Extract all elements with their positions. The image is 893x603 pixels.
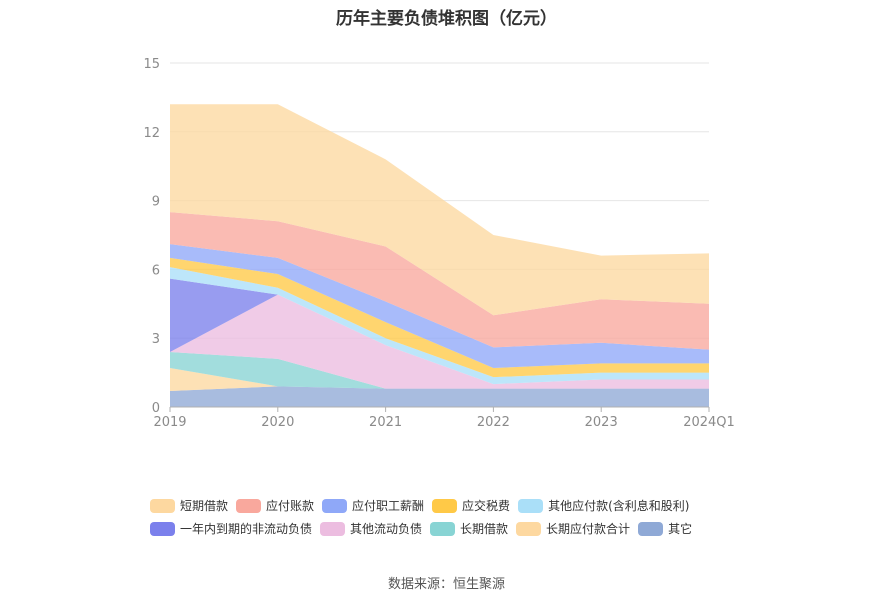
area-series-长期应付款合计 (170, 368, 709, 391)
legend-item[interactable]: 应付账款 (236, 497, 314, 514)
area-series-应交税费 (170, 257, 709, 378)
legend-item[interactable]: 其他流动负债 (320, 520, 422, 537)
legend-item[interactable]: 其它 (638, 520, 692, 537)
area-series-一年内到期的非流动负债 (170, 278, 709, 385)
legend-label: 应交税费 (462, 499, 511, 513)
y-tick-label: 0 (152, 401, 160, 416)
x-tick-label: 2019 (153, 415, 186, 430)
area-series-其他流动负债 (170, 294, 709, 389)
legend-label: 应付职工薪酬 (352, 499, 425, 513)
legend-item[interactable]: 一年内到期的非流动负债 (150, 520, 312, 537)
y-tick-label: 3 (152, 332, 160, 347)
legend-label: 一年内到期的非流动负债 (180, 522, 313, 536)
x-tick-label: 2023 (585, 415, 618, 430)
area-series-其他应付款(含利息和股利) (170, 267, 709, 385)
chart-title: 历年主要负债堆积图（亿元） (336, 9, 557, 29)
legend-item[interactable]: 长期应付款合计 (516, 520, 630, 537)
x-tick-label: 2024Q1 (683, 415, 735, 430)
legend-label: 其他应付款(含利息和股利) (548, 499, 690, 513)
legend-swatch (150, 521, 175, 536)
legend-swatch (518, 498, 544, 513)
area-series-应付账款 (170, 212, 709, 350)
legend-swatch (432, 498, 458, 513)
legend-item[interactable]: 其他应付款(含利息和股利) (518, 497, 689, 514)
legend-label: 应付账款 (266, 499, 315, 513)
chart-legend: 短期借款 应付账款 应付职工薪酬 应交税费 其他应付款(含利息和股利) 一年内到期的非流动… (150, 494, 760, 540)
legend-item[interactable]: 应交税费 (432, 497, 510, 514)
legend-swatch (516, 521, 542, 536)
y-tick-label: 6 (152, 263, 160, 278)
y-tick-label: 15 (143, 57, 160, 72)
area-series-应付职工薪酬 (170, 244, 709, 369)
area-series-长期借款 (170, 351, 709, 389)
legend-label: 其他流动负债 (350, 522, 423, 536)
legend-swatch (150, 498, 175, 513)
legend-label: 长期借款 (460, 522, 509, 536)
x-tick-label: 2021 (369, 415, 402, 430)
y-tick-label: 12 (143, 126, 160, 141)
x-tick-label: 2020 (261, 415, 294, 430)
area-series-短期借款 (170, 104, 709, 316)
x-tick-label: 2022 (477, 415, 510, 430)
legend-item[interactable]: 长期借款 (430, 520, 508, 537)
legend-row: 一年内到期的非流动负债 其他流动负债 长期借款 长期应付款合计 其它 (150, 517, 760, 540)
legend-swatch (322, 498, 348, 513)
legend-label: 短期借款 (180, 499, 229, 513)
legend-swatch (236, 498, 262, 513)
legend-label: 长期应付款合计 (546, 522, 631, 536)
legend-item[interactable]: 应付职工薪酬 (322, 497, 424, 514)
legend-swatch (320, 521, 346, 536)
legend-swatch (430, 521, 456, 536)
legend-swatch (638, 521, 664, 536)
legend-item[interactable]: 短期借款 (150, 497, 228, 514)
legend-row: 短期借款 应付账款 应付职工薪酬 应交税费 其他应付款(含利息和股利) (150, 494, 760, 517)
data-source-note: 数据来源：恒生聚源 (387, 577, 505, 592)
area-series-其它 (170, 386, 709, 407)
y-tick-label: 9 (152, 195, 160, 210)
legend-label: 其它 (668, 522, 693, 536)
